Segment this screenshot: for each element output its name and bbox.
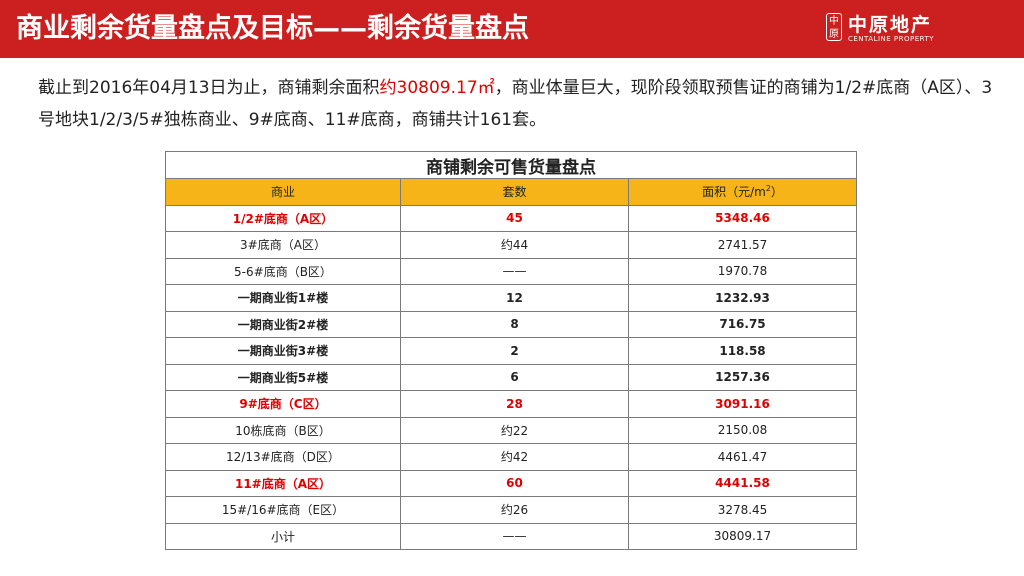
cell-area: 118.58 (628, 337, 857, 365)
cell-area: 1970.78 (628, 257, 857, 285)
header-area-text: 面积（元/m (702, 185, 766, 200)
cell-area: 5348.46 (628, 204, 857, 232)
cell-name: 3#底商（A区） (165, 231, 401, 259)
table-row: 一期商业街3#楼 2 118.58 (165, 337, 857, 365)
table-row: 11#底商（A区） 60 4441.58 (165, 469, 857, 497)
cell-count: 45 (400, 204, 629, 232)
table-row: 一期商业街5#楼 6 1257.36 (165, 363, 857, 391)
intro-text-part1: 截止到2016年04月13日为止，商铺剩余面积 (38, 78, 380, 98)
logo-english-name: CENTALINE PROPERTY (848, 35, 935, 43)
cell-area: 4441.58 (628, 469, 857, 497)
intro-text-part2: ，商业体量巨大，现阶段领取预售证的商铺为1/2#底商（A区）、3号地块1/2/3… (38, 78, 993, 130)
table-row: 一期商业街1#楼 12 1232.93 (165, 284, 857, 312)
cell-name: 10栋底商（B区） (165, 416, 401, 444)
header-count: 套数 (400, 178, 629, 206)
cell-area: 1232.93 (628, 284, 857, 312)
cell-count: 8 (400, 310, 629, 338)
cell-area: 2150.08 (628, 416, 857, 444)
intro-paragraph: 截止到2016年04月13日为止，商铺剩余面积约30809.17㎡，商业体量巨大… (38, 72, 998, 136)
company-logo: 中原 中原地产 CENTALINE PROPERTY (826, 13, 986, 47)
cell-area: 30809.17 (628, 522, 857, 550)
table-row: 3#底商（A区） 约44 2741.57 (165, 231, 857, 259)
cell-name: 5-6#底商（B区） (165, 257, 401, 285)
table-row: 5-6#底商（B区） —— 1970.78 (165, 257, 857, 285)
cell-name: 一期商业街5#楼 (165, 363, 401, 391)
table-row: 12/13#底商（D区） 约42 4461.47 (165, 443, 857, 471)
cell-count: 2 (400, 337, 629, 365)
logo-chinese-name: 中原地产 (848, 14, 933, 36)
header-area: 面积（元/m2） (628, 178, 857, 206)
header-area-tail: ） (770, 185, 783, 200)
table-row: 10栋底商（B区） 约22 2150.08 (165, 416, 857, 444)
cell-count: 28 (400, 390, 629, 418)
cell-count: —— (400, 522, 629, 550)
cell-name: 一期商业街3#楼 (165, 337, 401, 365)
cell-area: 3278.45 (628, 496, 857, 524)
header-area-sup: 2 (765, 184, 771, 194)
cell-area: 3091.16 (628, 390, 857, 418)
table-header-row: 商业 套数 面积（元/m2） (165, 178, 857, 206)
logo-seal-icon: 中原 (826, 13, 842, 41)
cell-count: 约22 (400, 416, 629, 444)
cell-count: —— (400, 257, 629, 285)
table-row: 9#底商（C区） 28 3091.16 (165, 390, 857, 418)
cell-name: 一期商业街1#楼 (165, 284, 401, 312)
cell-count: 约44 (400, 231, 629, 259)
intro-highlight: 约30809.17㎡ (379, 78, 495, 98)
cell-name: 一期商业街2#楼 (165, 310, 401, 338)
page-title: 商业剩余货量盘点及目标——剩余货量盘点 (16, 13, 529, 44)
cell-area: 2741.57 (628, 231, 857, 259)
table-row: 一期商业街2#楼 8 716.75 (165, 310, 857, 338)
title-bar: 商业剩余货量盘点及目标——剩余货量盘点 中原 中原地产 CENTALINE PR… (0, 0, 1024, 58)
table-row: 15#/16#底商（E区） 约26 3278.45 (165, 496, 857, 524)
header-name: 商业 (165, 178, 401, 206)
inventory-table: 商铺剩余可售货量盘点 商业 套数 面积（元/m2） 1/2#底商（A区） 45 53… (165, 151, 857, 550)
cell-count: 60 (400, 469, 629, 497)
cell-count: 约42 (400, 443, 629, 471)
cell-name: 1/2#底商（A区） (165, 204, 401, 232)
cell-area: 1257.36 (628, 363, 857, 391)
cell-name: 小计 (165, 522, 401, 550)
cell-count: 约26 (400, 496, 629, 524)
cell-area: 4461.47 (628, 443, 857, 471)
table-row: 小计 —— 30809.17 (165, 522, 857, 550)
cell-name: 11#底商（A区） (165, 469, 401, 497)
cell-name: 9#底商（C区） (165, 390, 401, 418)
cell-area: 716.75 (628, 310, 857, 338)
cell-count: 12 (400, 284, 629, 312)
table-body: 1/2#底商（A区） 45 5348.46 3#底商（A区） 约44 2741.57 5-6… (165, 204, 857, 550)
table-row: 1/2#底商（A区） 45 5348.46 (165, 204, 857, 232)
table-caption: 商铺剩余可售货量盘点 (165, 151, 857, 179)
cell-count: 6 (400, 363, 629, 391)
cell-name: 15#/16#底商（E区） (165, 496, 401, 524)
cell-name: 12/13#底商（D区） (165, 443, 401, 471)
